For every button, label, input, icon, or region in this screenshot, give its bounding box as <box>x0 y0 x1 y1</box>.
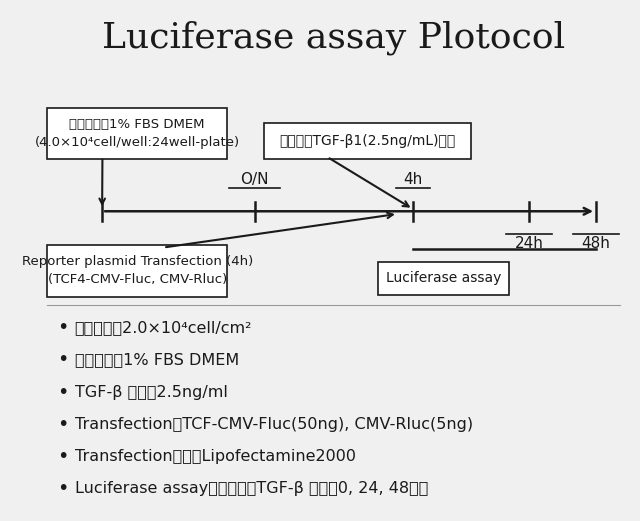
FancyBboxPatch shape <box>264 123 471 159</box>
Text: 細胞播種：1% FBS DMEM
(4.0×10⁴cell/well:24well-plate): 細胞播種：1% FBS DMEM (4.0×10⁴cell/well:24wel… <box>35 118 240 149</box>
Text: •: • <box>57 447 68 466</box>
Text: Reporter plasmid Transfection (4h)
(TCF4-CMV-Fluc, CMV-Rluc): Reporter plasmid Transfection (4h) (TCF4… <box>22 255 253 287</box>
Text: 48h: 48h <box>582 236 611 251</box>
Text: 4h: 4h <box>403 172 422 187</box>
Text: •: • <box>57 318 68 338</box>
Text: •: • <box>57 351 68 369</box>
FancyBboxPatch shape <box>47 108 227 159</box>
Text: Luciferase assay：化合物・TGF-β 添加後0, 24, 48時間: Luciferase assay：化合物・TGF-β 添加後0, 24, 48時… <box>75 481 428 496</box>
Text: Transfection：TCF-CMV-Fluc(50ng), CMV-Rluc(5ng): Transfection：TCF-CMV-Fluc(50ng), CMV-Rlu… <box>75 417 473 432</box>
Text: Luciferase assay: Luciferase assay <box>386 271 502 286</box>
Text: •: • <box>57 382 68 402</box>
FancyBboxPatch shape <box>378 262 509 295</box>
Text: 24h: 24h <box>515 236 543 251</box>
Text: O/N: O/N <box>240 172 269 187</box>
FancyBboxPatch shape <box>47 245 227 297</box>
Text: 細胞播種：1% FBS DMEM: 細胞播種：1% FBS DMEM <box>75 353 239 367</box>
Text: 化合物・TGF-β1(2.5ng/mL)添加: 化合物・TGF-β1(2.5ng/mL)添加 <box>279 134 456 148</box>
Text: Transfection試薬：Lipofectamine2000: Transfection試薬：Lipofectamine2000 <box>75 449 356 464</box>
Text: •: • <box>57 479 68 498</box>
Text: •: • <box>57 415 68 434</box>
Text: Luciferase assay Plotocol: Luciferase assay Plotocol <box>102 20 565 55</box>
Text: TGF-β 濃度：2.5ng/ml: TGF-β 濃度：2.5ng/ml <box>75 384 228 400</box>
Text: 細胞密度：2.0×10⁴cell/cm²: 細胞密度：2.0×10⁴cell/cm² <box>75 320 252 336</box>
